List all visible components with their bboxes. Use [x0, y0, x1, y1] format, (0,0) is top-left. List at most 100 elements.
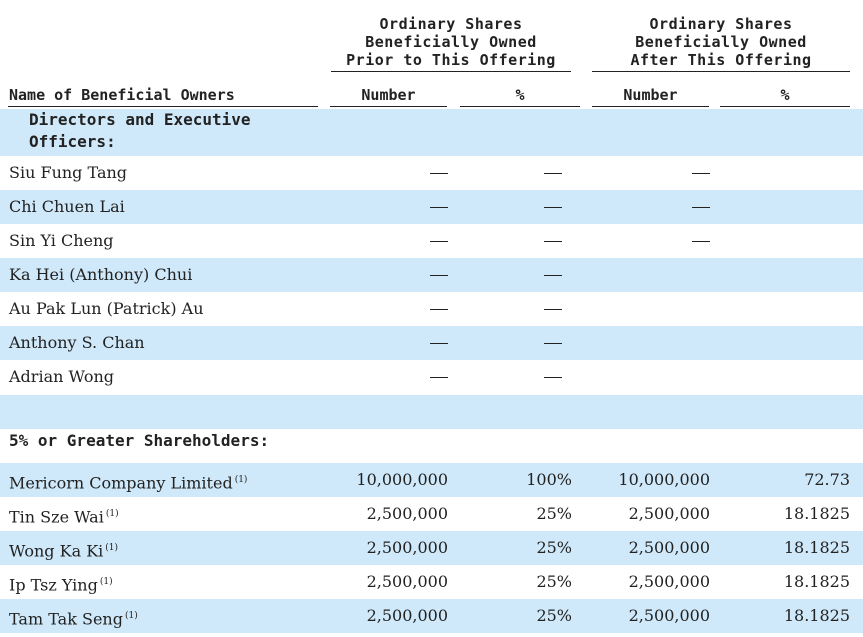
director-name: Adrian Wong [9, 360, 114, 394]
col-header-name: Name of Beneficial Owners [9, 86, 235, 104]
shareholder-row: Mericorn Company Limited (1) 10,000,000 100… [0, 463, 863, 497]
footnote-marker: (1) [105, 509, 119, 519]
dash-mark [544, 377, 562, 378]
shareholder-name-text: Ip Tsz Ying [9, 575, 98, 595]
dash-mark [692, 241, 710, 242]
director-row: Au Pak Lun (Patrick) Au [0, 292, 863, 326]
shareholder-name-text: Wong Ka Ki [9, 541, 104, 561]
director-row: Anthony S. Chan [0, 326, 863, 360]
col-header-after-number: Number [623, 86, 678, 104]
shareholder-after-number: 2,500,000 [628, 606, 710, 625]
shareholder-name-text: Tin Sze Wai [9, 507, 104, 527]
col-prior-percent-underline [460, 106, 580, 107]
shareholder-after-percent: 72.73 [804, 470, 850, 489]
shareholder-prior-number: 10,000,000 [356, 470, 448, 489]
dash-mark [544, 207, 562, 208]
director-prior-number [420, 224, 458, 258]
shareholder-prior-number: 2,500,000 [366, 504, 448, 523]
dash-mark [430, 207, 448, 208]
shareholder-row: Wong Ka Ki (1) 2,500,000 25% 2,500,000 18.182… [0, 531, 863, 565]
dash-mark [544, 173, 562, 174]
director-prior-number [420, 326, 458, 360]
dash-mark [692, 207, 710, 208]
shareholder-prior-number: 2,500,000 [366, 572, 448, 591]
director-prior-percent [534, 326, 572, 360]
director-name-text: Chi Chuen Lai [9, 197, 125, 216]
director-prior-number [420, 258, 458, 292]
dash-mark [430, 343, 448, 344]
shareholder-after-number: 2,500,000 [628, 538, 710, 557]
after-offering-header: Ordinary Shares Beneficially Owned After… [592, 15, 850, 69]
shareholder-after-percent: 18.1825 [783, 606, 850, 625]
director-name: Siu Fung Tang [9, 156, 127, 190]
director-name-text: Ka Hei (Anthony) Chui [9, 265, 193, 284]
dash-mark [430, 173, 448, 174]
shareholder-name: Ip Tsz Ying (1) [9, 565, 113, 599]
col-after-percent-underline [720, 106, 850, 107]
director-prior-percent [534, 360, 572, 394]
director-name-text: Siu Fung Tang [9, 163, 128, 182]
prior-header-line1: Ordinary Shares [379, 15, 523, 33]
director-after-number [682, 156, 720, 190]
shareholder-after-percent: 18.1825 [783, 572, 850, 591]
prior-offering-header: Ordinary Shares Beneficially Owned Prior… [331, 15, 571, 69]
director-after-number [682, 190, 720, 224]
director-prior-percent [534, 190, 572, 224]
dash-mark [430, 241, 448, 242]
shareholder-after-number: 10,000,000 [618, 470, 710, 489]
shareholder-prior-number: 2,500,000 [366, 606, 448, 625]
shareholder-name-text: Tam Tak Seng [9, 609, 123, 629]
shareholder-prior-percent: 25% [536, 538, 572, 557]
dash-mark [544, 241, 562, 242]
shareholder-name: Mericorn Company Limited (1) [9, 463, 247, 497]
section-heading-greater: 5% or Greater Shareholders: [9, 431, 270, 450]
director-prior-number [420, 360, 458, 394]
col-header-prior-number: Number [361, 86, 416, 104]
director-prior-percent [534, 258, 572, 292]
director-row: Sin Yi Cheng [0, 224, 863, 258]
director-row: Ka Hei (Anthony) Chui [0, 258, 863, 292]
col-after-number-underline [592, 106, 709, 107]
prior-header-underline [331, 71, 571, 72]
dash-mark [430, 377, 448, 378]
col-header-after-percent: % [780, 86, 790, 104]
shareholder-after-percent: 18.1825 [783, 538, 850, 557]
shareholder-name: Wong Ka Ki (1) [9, 531, 118, 565]
shareholder-prior-percent: 100% [526, 470, 572, 489]
director-name-text: Au Pak Lun (Patrick) Au [9, 299, 204, 318]
col-name-underline [8, 106, 318, 107]
after-header-line3: After This Offering [630, 51, 812, 69]
shareholder-prior-percent: 25% [536, 572, 572, 591]
shareholder-prior-percent: 25% [536, 606, 572, 625]
shareholder-row: Tin Sze Wai (1) 2,500,000 25% 2,500,000 18.18… [0, 497, 863, 531]
col-prior-number-underline [330, 106, 447, 107]
shareholder-name: Tam Tak Seng (1) [9, 599, 138, 633]
director-prior-percent [534, 292, 572, 326]
director-name: Sin Yi Cheng [9, 224, 114, 258]
shareholder-row: Tam Tak Seng (1) 2,500,000 25% 2,500,000 18.1… [0, 599, 863, 633]
footnote-marker: (1) [99, 577, 113, 587]
dash-mark [544, 275, 562, 276]
director-name-text: Sin Yi Cheng [9, 231, 114, 250]
prior-header-line3: Prior to This Offering [346, 51, 556, 69]
after-header-line1: Ordinary Shares [649, 15, 793, 33]
director-name: Au Pak Lun (Patrick) Au [9, 292, 204, 326]
director-name: Chi Chuen Lai [9, 190, 125, 224]
after-header-underline [592, 71, 850, 72]
section-row-directors: Directors and Executive Officers: [0, 109, 863, 156]
director-name-text: Anthony S. Chan [9, 333, 145, 352]
director-prior-number [420, 292, 458, 326]
footnote-marker: (1) [105, 543, 119, 553]
director-prior-percent [534, 156, 572, 190]
shareholder-after-percent: 18.1825 [783, 504, 850, 523]
director-prior-number [420, 156, 458, 190]
section-directors-text: Directors and Executive Officers: [29, 110, 251, 151]
shareholder-row: Ip Tsz Ying (1) 2,500,000 25% 2,500,000 18.18… [0, 565, 863, 599]
after-header-line2: Beneficially Owned [635, 33, 807, 51]
section-heading-directors: Directors and Executive Officers: [9, 109, 269, 153]
director-name: Ka Hei (Anthony) Chui [9, 258, 192, 292]
col-header-prior-percent: % [515, 86, 525, 104]
dash-mark [544, 343, 562, 344]
section-row-greater: 5% or Greater Shareholders: [0, 429, 863, 463]
footnote-marker: (1) [234, 475, 248, 485]
